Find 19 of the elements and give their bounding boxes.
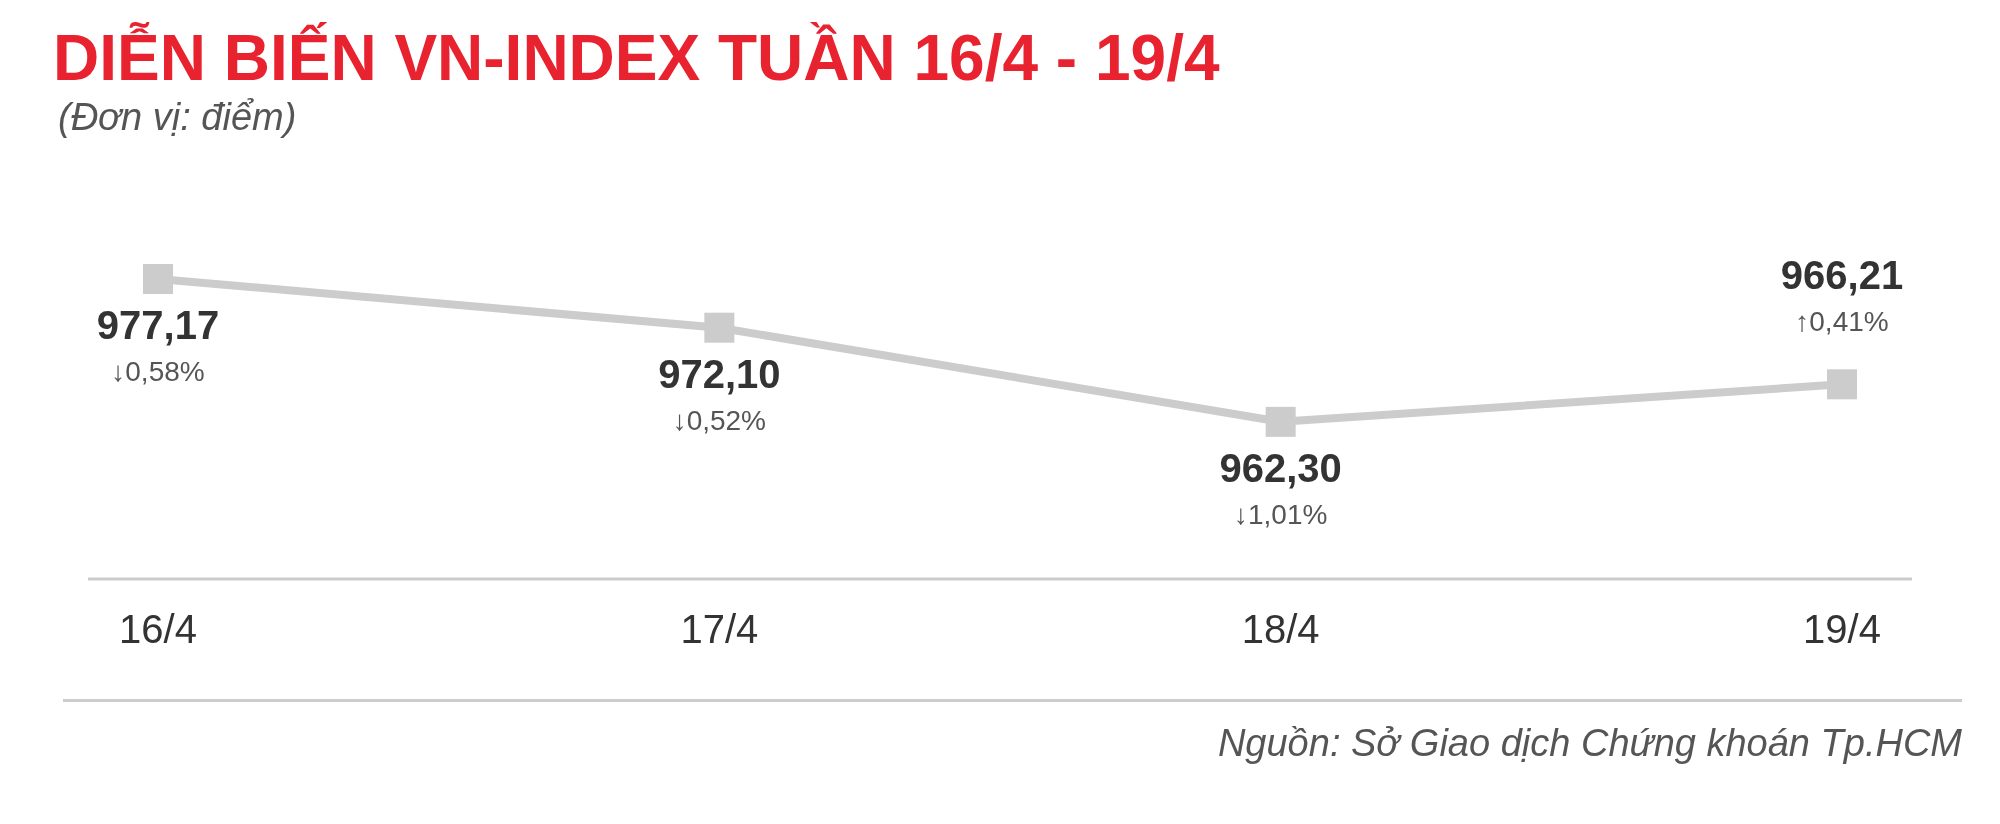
data-label: 962,30 <box>1219 445 1342 490</box>
point <box>1265 406 1296 437</box>
chart-subtitle: (Đơn vị: điểm) <box>58 96 298 139</box>
x-tick-label: 16/4 <box>119 607 197 652</box>
point <box>1827 369 1857 400</box>
data-label: 966,21 <box>1780 253 1904 298</box>
annotation: ↓0,58% <box>111 356 205 387</box>
point <box>704 312 735 343</box>
annotation: ↓1,01% <box>1233 498 1328 530</box>
data-label: 977,17 <box>96 303 220 347</box>
point <box>143 264 173 294</box>
x-tick-label: 19/4 <box>1803 607 1881 652</box>
data-label: 972,10 <box>658 351 781 396</box>
annotation: ↑0,41% <box>1795 306 1889 338</box>
annotation: ↓0,52% <box>672 404 767 436</box>
chart-title: DIỄN BIẾN VN-INDEX TUẦN 16/4 - 19/4 <box>53 21 1221 96</box>
text: Nguồn: Sở Giao dịch Chứng khoán Tp.HCM <box>1216 722 1962 765</box>
x-tick-label: 18/4 <box>1241 607 1320 652</box>
x-tick-label: 17/4 <box>680 607 759 652</box>
